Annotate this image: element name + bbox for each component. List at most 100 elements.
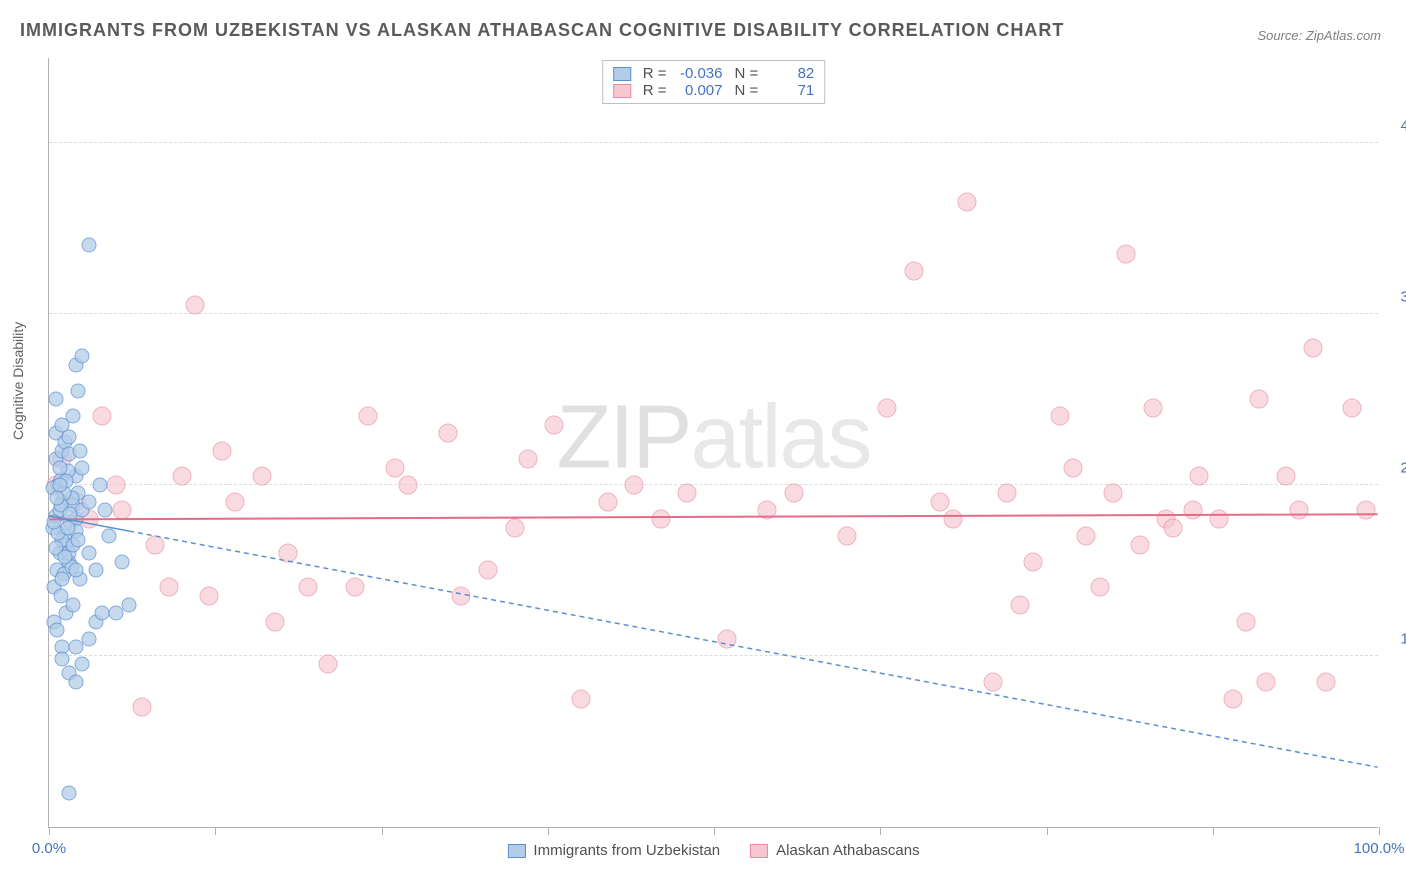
x-tick [714,827,715,835]
data-point [75,657,90,672]
data-point [1064,458,1083,477]
data-point [71,383,86,398]
data-point [55,652,70,667]
legend-stats-box: R = -0.036 N = 82 R = 0.007 N = 71 [602,60,826,104]
x-tick [1047,827,1048,835]
data-point [93,407,112,426]
data-point [133,698,152,717]
data-point [92,477,107,492]
data-point [944,510,963,529]
data-point [266,612,285,631]
data-point [65,597,80,612]
data-point [1343,398,1362,417]
watermark-bold: ZIP [556,387,690,487]
data-point [48,392,63,407]
legend-swatch-bottom-2 [750,844,768,858]
y-axis-label: Cognitive Disability [10,322,26,440]
data-point [61,785,76,800]
data-point [68,563,83,578]
data-point [997,484,1016,503]
data-point [1024,552,1043,571]
y-tick-label: 20.0% [1400,459,1406,476]
data-point [1276,467,1295,486]
data-point [345,578,364,597]
legend-label-2: Alaskan Athabascans [776,842,919,859]
legend-row-1: R = -0.036 N = 82 [613,65,815,82]
data-point [52,477,67,492]
data-point [572,689,591,708]
data-point [88,563,103,578]
data-point [1256,672,1275,691]
legend-item-1: Immigrants from Uzbekistan [507,842,720,859]
data-point [439,424,458,443]
y-tick-label: 10.0% [1400,630,1406,647]
data-point [97,503,112,518]
data-point [399,475,418,494]
data-point [1104,484,1123,503]
data-point [1250,390,1269,409]
x-tick [548,827,549,835]
gridline-h [49,313,1378,314]
legend-label-1: Immigrants from Uzbekistan [533,842,720,859]
data-point [1183,501,1202,520]
data-point [904,261,923,280]
data-point [252,467,271,486]
data-point [108,606,123,621]
x-tick [215,827,216,835]
data-point [1163,518,1182,537]
data-point [75,460,90,475]
stat-n-1: 82 [764,65,814,82]
data-point [545,415,564,434]
data-point [173,467,192,486]
data-point [984,672,1003,691]
data-point [146,535,165,554]
gridline-h [49,142,1378,143]
data-point [159,578,178,597]
stat-r-2: 0.007 [673,82,723,99]
x-tick [49,827,50,835]
data-point [1143,398,1162,417]
data-point [718,629,737,648]
data-point [55,571,70,586]
chart-title: IMMIGRANTS FROM UZBEKISTAN VS ALASKAN AT… [20,20,1064,41]
data-point [63,506,78,521]
data-point [115,554,130,569]
x-tick [1213,827,1214,835]
data-point [1010,595,1029,614]
stat-label: R = [643,82,667,99]
data-point [598,492,617,511]
data-point [1190,467,1209,486]
data-point [1077,527,1096,546]
data-point [49,623,64,638]
data-point [1316,672,1335,691]
data-point [1237,612,1256,631]
data-point [957,193,976,212]
data-point [81,546,96,561]
data-point [1356,501,1375,520]
data-point [71,532,86,547]
trend-lines [49,58,1378,827]
x-tick [1379,827,1380,835]
data-point [931,492,950,511]
data-point [101,529,116,544]
data-point [68,640,83,655]
legend-swatch-2 [613,84,631,98]
data-point [385,458,404,477]
data-point [1130,535,1149,554]
data-point [75,349,90,364]
y-tick-label: 30.0% [1400,288,1406,305]
data-point [1223,689,1242,708]
data-point [651,510,670,529]
stat-label: R = [643,65,667,82]
gridline-h [49,484,1378,485]
data-point [359,407,378,426]
data-point [72,443,87,458]
data-point [199,587,218,606]
stat-r-1: -0.036 [673,65,723,82]
stat-label: N = [735,65,759,82]
data-point [319,655,338,674]
data-point [505,518,524,537]
data-point [81,494,96,509]
data-point [299,578,318,597]
data-point [121,597,136,612]
